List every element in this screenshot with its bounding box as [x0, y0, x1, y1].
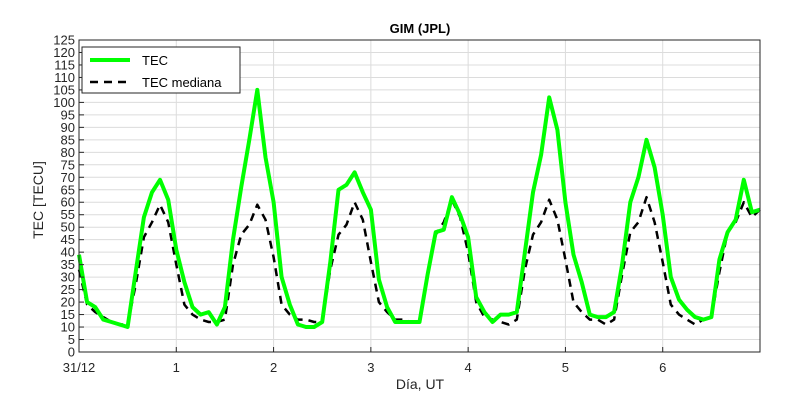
y-tick-label: 35 — [61, 257, 75, 272]
y-tick-label: 60 — [61, 195, 75, 210]
y-tick-label: 105 — [53, 82, 75, 97]
y-tick-label: 5 — [68, 332, 75, 347]
y-tick-label: 65 — [61, 182, 75, 197]
y-tick-label: 120 — [53, 45, 75, 60]
y-tick-label: 45 — [61, 232, 75, 247]
x-tick-label: 4 — [465, 360, 472, 375]
y-tick-label: 30 — [61, 270, 75, 285]
plot-frame — [78, 39, 761, 353]
y-tick-label: 15 — [61, 307, 75, 322]
y-tick-label: 125 — [53, 33, 75, 48]
y-tick-label: 115 — [54, 57, 75, 72]
legend: TEC TEC mediana — [81, 46, 241, 94]
y-tick-label: 80 — [61, 145, 75, 160]
legend-label-tec: TEC — [142, 53, 168, 68]
y-tick-label: 55 — [61, 207, 75, 222]
y-tick-label: 100 — [53, 95, 75, 110]
y-tick-label: 90 — [61, 120, 75, 135]
grid — [78, 39, 760, 353]
x-tick-label: 31/12 — [63, 360, 96, 375]
legend-label-tec-mediana: TEC mediana — [142, 75, 222, 90]
series-lines — [77, 87, 761, 329]
x-tick-label: 6 — [659, 360, 666, 375]
x-tick-label: 5 — [562, 360, 569, 375]
y-axis-label: TEC [TECU] — [30, 161, 46, 239]
x-tick-label: 1 — [173, 360, 180, 375]
y-tick-label: 50 — [61, 220, 75, 235]
y-tick-label: 40 — [61, 245, 75, 260]
y-tick-label: 10 — [61, 320, 75, 335]
x-tick-label: 2 — [270, 360, 277, 375]
chart-title: GIM (JPL) — [390, 21, 451, 36]
y-tick-label: 95 — [61, 107, 75, 122]
y-tick-label: 110 — [54, 70, 75, 85]
series-line-tec — [77, 87, 761, 329]
x-axis-ticks: 31/12 1 2 3 4 5 6 — [63, 347, 666, 375]
y-axis-ticks: 0510152025303540455055606570758085909510… — [53, 33, 84, 360]
y-tick-label: 85 — [61, 132, 75, 147]
legend-box — [81, 46, 241, 94]
x-tick-label: 3 — [367, 360, 374, 375]
x-axis-label: Día, UT — [396, 376, 445, 392]
y-tick-label: 0 — [68, 345, 75, 360]
y-tick-label: 25 — [61, 282, 75, 297]
y-tick-label: 70 — [61, 170, 75, 185]
y-tick-label: 20 — [61, 295, 75, 310]
series-line-tec-mediana — [77, 195, 761, 326]
y-tick-label: 75 — [61, 157, 75, 172]
